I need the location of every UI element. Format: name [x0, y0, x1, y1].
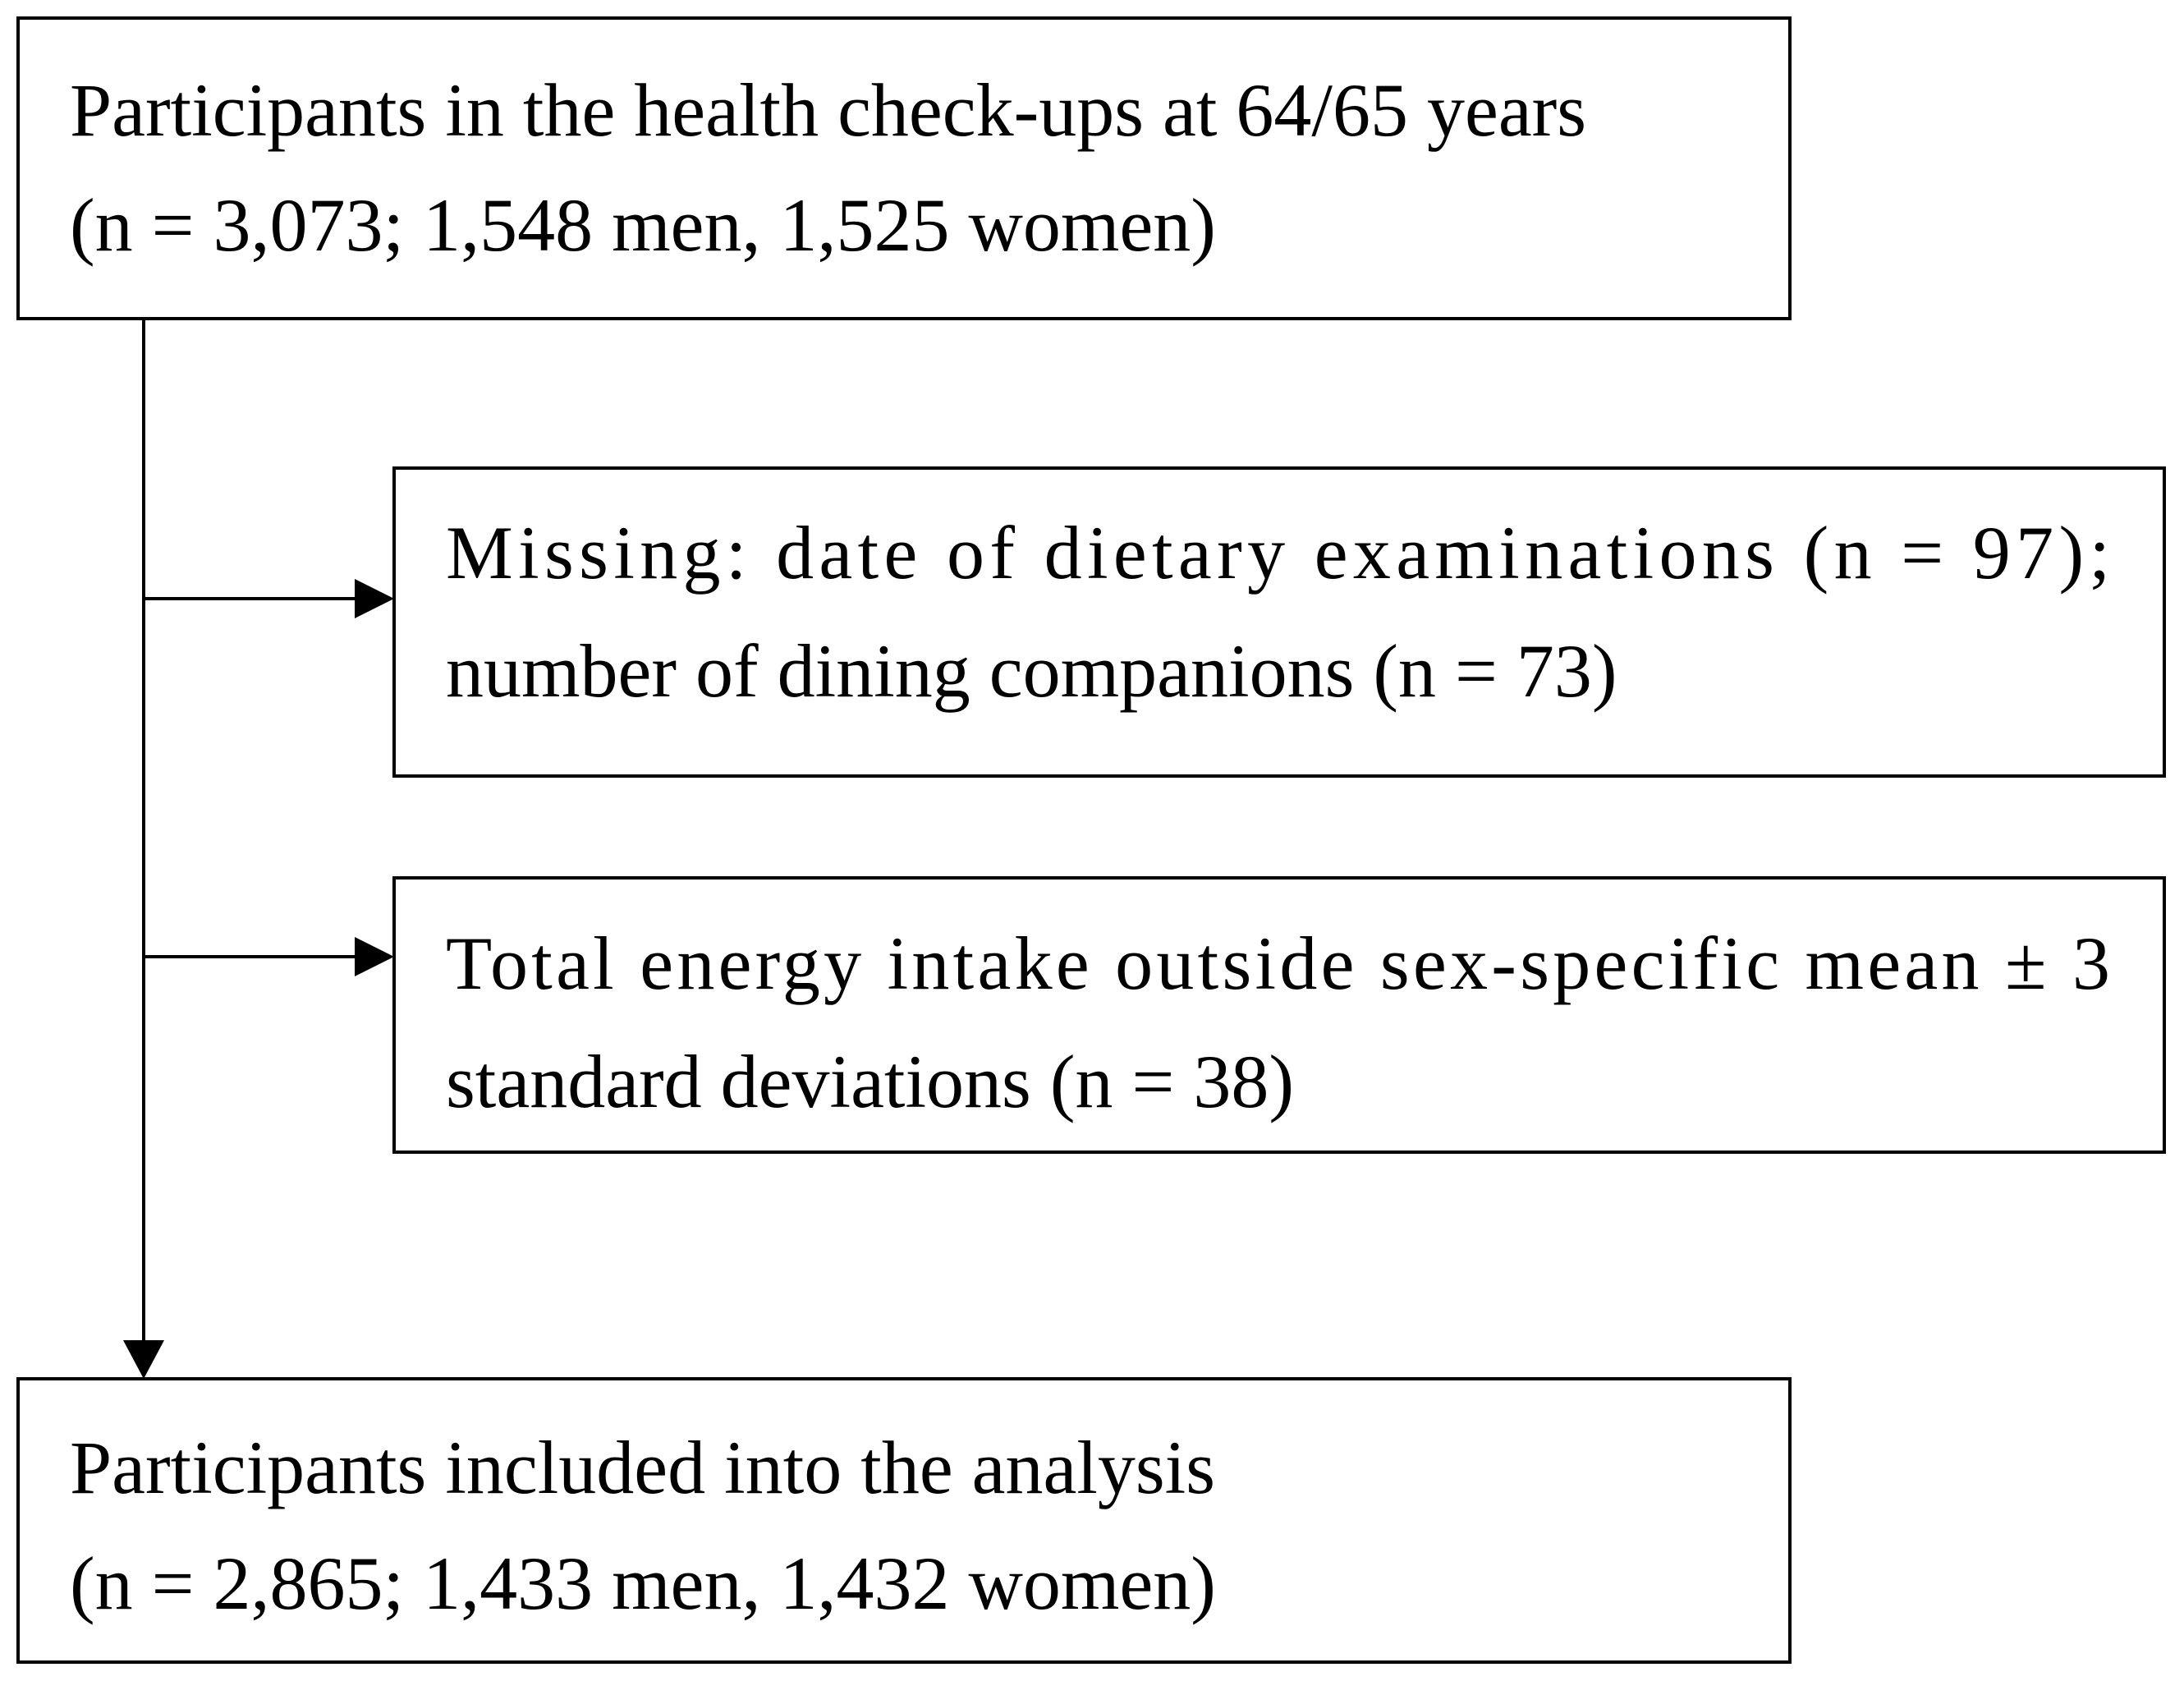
- box-text: Participants in the health check-ups at …: [70, 68, 1586, 152]
- box-text: (n = 2,865; 1,433 men, 1,432 women): [70, 1541, 1216, 1625]
- arrow-head: [123, 1340, 164, 1379]
- box-text: standard deviations (n = 38): [446, 1040, 1294, 1123]
- box: [392, 876, 2166, 1154]
- box-text: Participants included into the analysis: [70, 1426, 1215, 1509]
- box: [16, 1377, 1792, 1664]
- box-text: number of dining companions (n = 73): [446, 629, 1617, 713]
- arrow-head: [355, 579, 394, 618]
- box-text: Missing: date of dietary examinations (n…: [446, 511, 2110, 595]
- arrow-head: [355, 937, 394, 976]
- box: [16, 16, 1792, 320]
- box-text: (n = 3,073; 1,548 men, 1,525 women): [70, 183, 1216, 267]
- box: [392, 466, 2166, 778]
